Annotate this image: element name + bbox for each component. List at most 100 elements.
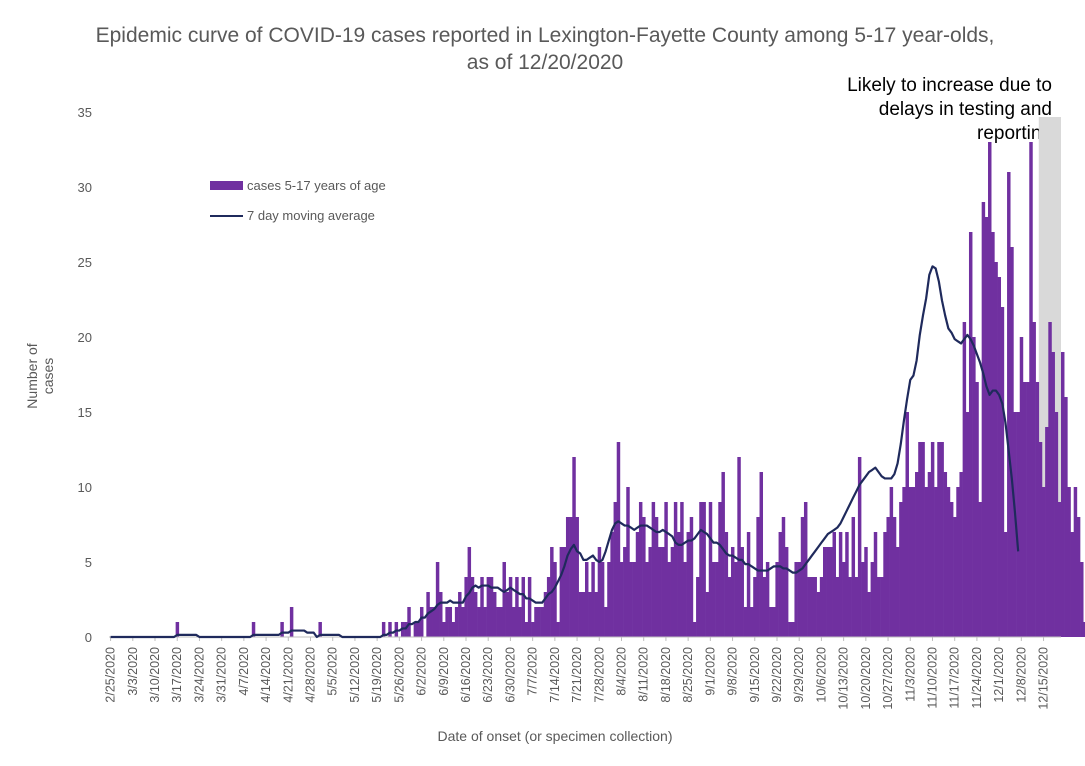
- bar-day-192: [718, 502, 722, 637]
- x-tick-label: 6/2/2020: [415, 647, 429, 696]
- x-tick-label: 11/10/2020: [925, 647, 939, 709]
- bar-day-189: [708, 502, 713, 637]
- bar-day-305: [1076, 517, 1081, 637]
- bar-day-110: [458, 592, 462, 637]
- bar-day-243: [880, 577, 884, 637]
- bar-day-236: [857, 457, 862, 637]
- bar-day-277: [988, 142, 992, 637]
- bar-day-221: [810, 577, 814, 637]
- x-tick-label: 9/22/2020: [770, 647, 784, 703]
- bar-day-181: [683, 562, 687, 637]
- bar-day-187: [702, 502, 706, 637]
- bar-day-257: [924, 487, 929, 637]
- bar-day-209: [772, 607, 776, 637]
- bar-day-176: [667, 562, 671, 637]
- bar-day-266: [953, 517, 957, 637]
- bar-day-263: [943, 472, 948, 637]
- bar-day-215: [791, 622, 795, 637]
- y-tick-label: 15: [78, 405, 92, 420]
- bar-day-131: [524, 622, 529, 637]
- bar-day-134: [534, 607, 538, 637]
- bar-day-160: [616, 442, 621, 637]
- bar-day-295: [1045, 427, 1049, 637]
- x-tick-label: 9/8/2020: [726, 647, 740, 696]
- bar-day-97: [416, 622, 421, 637]
- bar-day-109: [454, 607, 459, 637]
- bar-day-57: [289, 607, 294, 637]
- bar-day-137: [543, 592, 548, 637]
- bar-day-302: [1067, 487, 1071, 637]
- x-tick-label: 9/29/2020: [792, 647, 806, 703]
- bar-day-241: [873, 532, 878, 637]
- bar-day-123: [499, 607, 503, 637]
- bar-day-232: [845, 532, 849, 637]
- bar-day-306: [1080, 562, 1084, 637]
- bar-day-219: [803, 502, 808, 637]
- y-tick-label: 25: [78, 255, 92, 270]
- bar-day-227: [829, 547, 833, 637]
- x-tick-label: 12/15/2020: [1037, 647, 1051, 710]
- bar-day-138: [546, 577, 551, 637]
- bar-day-174: [661, 547, 665, 637]
- bar-day-229: [835, 577, 840, 637]
- bar-day-162: [623, 547, 627, 637]
- bar-day-156: [604, 607, 608, 637]
- bar-day-155: [600, 562, 605, 637]
- bar-day-135: [537, 607, 541, 637]
- bar-day-129: [518, 607, 522, 637]
- x-tick-label: 6/30/2020: [503, 647, 517, 703]
- bar-day-136: [540, 607, 545, 637]
- bar-day-130: [521, 577, 526, 637]
- bar-day-231: [842, 562, 846, 637]
- bar-day-248: [895, 547, 900, 637]
- x-tick-label: 7/7/2020: [526, 647, 540, 696]
- bar-day-270: [965, 412, 970, 637]
- bar-day-125: [505, 592, 510, 637]
- y-tick-label: 20: [78, 330, 92, 345]
- bar-day-152: [591, 562, 595, 637]
- bar-day-298: [1054, 412, 1059, 637]
- bar-day-178: [673, 502, 678, 637]
- x-axis-label: Date of onset (or specimen collection): [437, 728, 673, 744]
- bar-day-265: [949, 502, 954, 637]
- bar-day-287: [1019, 337, 1024, 637]
- bar-day-168: [642, 517, 646, 637]
- y-tick-label: 10: [78, 480, 92, 495]
- bar-day-180: [680, 502, 684, 637]
- bar-day-154: [597, 547, 602, 637]
- bar-day-254: [915, 472, 919, 637]
- chart-title: Epidemic curve of COVID-19 cases reporte…: [95, 24, 995, 74]
- bar-day-169: [645, 562, 649, 637]
- bar-day-290: [1029, 142, 1033, 637]
- y-tick-label: 35: [78, 105, 92, 120]
- legend-swatch-line: [210, 214, 243, 217]
- bar-day-88: [388, 622, 392, 637]
- x-tick-label: 5/19/2020: [370, 647, 384, 703]
- bar-day-122: [496, 607, 500, 637]
- bar-day-54: [280, 622, 284, 637]
- bar-day-200: [743, 607, 748, 637]
- bar-day-190: [711, 562, 716, 637]
- bar-day-304: [1073, 487, 1078, 637]
- bar-day-164: [629, 562, 633, 637]
- bar-day-281: [1000, 307, 1005, 637]
- x-tick-label: 12/8/2020: [1014, 647, 1028, 703]
- bar-day-166: [635, 532, 640, 637]
- y-tick-label: 30: [78, 180, 92, 195]
- x-tick-label: 2/25/2020: [104, 647, 118, 703]
- legend-item-cases: cases 5-17 years of age: [210, 178, 386, 193]
- bar-day-261: [937, 442, 941, 637]
- bar-day-161: [619, 562, 624, 637]
- bar-day-272: [972, 337, 976, 637]
- bar-day-222: [813, 577, 817, 637]
- bar-day-183: [689, 517, 694, 637]
- bar-day-296: [1048, 322, 1052, 637]
- bar-day-307: [1083, 622, 1085, 637]
- bar-day-211: [778, 532, 783, 637]
- bar-day-163: [626, 487, 630, 637]
- x-tick-label: 3/24/2020: [192, 647, 206, 703]
- bar-day-216: [794, 562, 798, 637]
- legend-label-cases: cases 5-17 years of age: [247, 178, 386, 193]
- bar-day-188: [705, 592, 710, 637]
- bar-day-101: [429, 607, 433, 637]
